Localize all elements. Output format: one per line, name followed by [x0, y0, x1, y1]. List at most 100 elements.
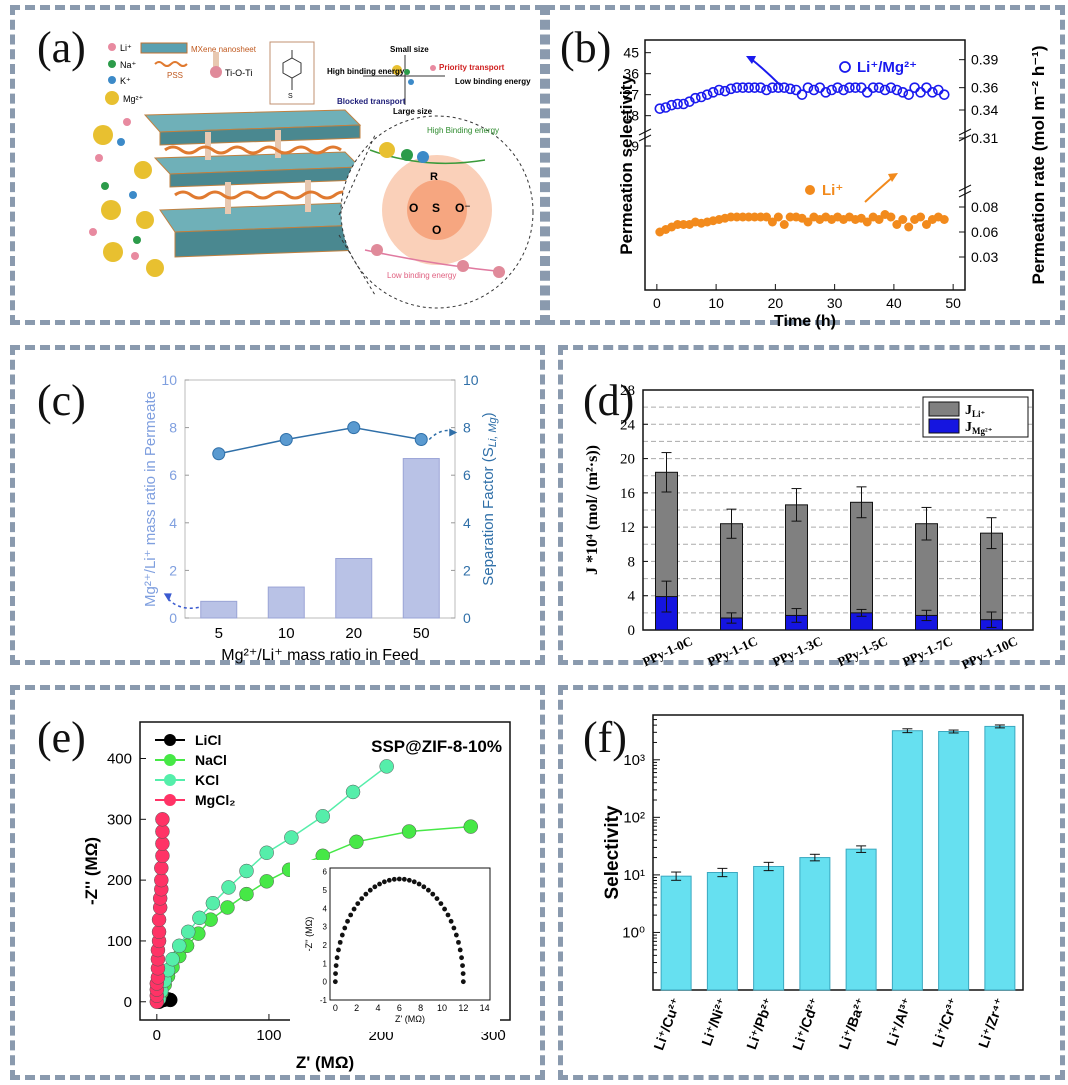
bar	[402, 458, 440, 619]
x-tick-label: 10	[278, 625, 295, 642]
rate-point	[886, 212, 896, 222]
x-tick-label: PPy-1-0C	[640, 633, 695, 669]
y-tick-label: 200	[107, 872, 132, 889]
chart-title: SSP@ZIF-8-10%	[371, 737, 502, 756]
chart-b: 45 36 27 18 9 0.39 0.36 0.34 0.31 0.08 0.06 0.03 0 10…	[617, 39, 1048, 330]
selectivity-point	[790, 84, 802, 96]
quad-blocked: Blocked transport	[337, 97, 406, 106]
selectivity-point	[796, 89, 808, 100]
panel-label-d: (d)	[583, 376, 635, 425]
bar	[891, 730, 923, 991]
bar	[984, 725, 1016, 991]
left-tick-label: 8	[169, 420, 177, 436]
y-tick-label: 24	[620, 417, 636, 433]
inset-point	[348, 912, 354, 918]
right-tick-label: 6	[463, 467, 471, 483]
y-tick-label: 300	[107, 811, 132, 828]
rate-point	[779, 220, 789, 229]
inset-x-tick-label: 4	[375, 1003, 380, 1013]
chart-f: 10⁰ 10¹ 10² 10³ Selectivity Li⁺/Cu²⁺ Li⁺/Ni²⁺ L…	[602, 714, 1024, 1053]
quad-priority: Priority transport	[439, 63, 505, 72]
svg-text:S: S	[432, 201, 440, 215]
series-point	[192, 910, 207, 926]
selectivity-point	[743, 82, 755, 93]
series-point	[151, 912, 167, 927]
x-tick-label: Li⁺/Cd²⁺	[789, 996, 823, 1053]
inset-point	[451, 925, 457, 931]
left-tick-label: 4	[169, 515, 177, 531]
series-point	[154, 860, 169, 876]
selectivity-point	[737, 82, 749, 93]
svg-text:O: O	[409, 201, 418, 215]
benzene-ring-icon	[282, 57, 302, 79]
y-axis-label-right: Permeation rate (mol m⁻² h⁻¹)	[1029, 46, 1048, 285]
left-tick-label: 36	[623, 66, 639, 82]
selectivity-point	[666, 99, 677, 111]
panel-label-a: (a)	[37, 23, 86, 72]
legend-marker	[164, 774, 176, 786]
na-ion-icon	[108, 60, 116, 68]
selectivity-point	[707, 87, 719, 98]
right-tick-label: 0.34	[971, 102, 998, 118]
series-point	[205, 895, 221, 911]
series-point	[155, 824, 170, 839]
inset-y-tick-label: 2	[323, 941, 328, 950]
inset-point	[460, 979, 466, 985]
legend-label: KCl	[195, 772, 219, 788]
rate-point	[921, 220, 931, 229]
selectivity-point	[909, 82, 920, 93]
inset-point	[351, 906, 357, 912]
selectivity-point	[855, 82, 867, 93]
x-tick-label: PPy-1-1C	[705, 633, 760, 669]
series-point	[379, 759, 394, 774]
x-tick-label: Li⁺/Cu²⁺	[650, 996, 684, 1053]
bar	[200, 600, 238, 619]
bar	[335, 558, 373, 619]
selectivity-point	[672, 98, 683, 110]
bar	[845, 848, 877, 991]
inset-point	[391, 876, 397, 882]
series-point	[284, 830, 299, 845]
inset-point	[438, 901, 444, 906]
panel-f: (f) 10⁰ 10¹ 10² 10³ Selectivity Li⁺/Cu²⁺ Li⁺/N…	[558, 685, 1065, 1080]
x-tick-label: 0	[653, 295, 661, 311]
legend-swatch-li	[928, 401, 960, 417]
pss-structure-box	[269, 41, 315, 105]
rate-point	[862, 217, 872, 227]
x-tick-label: 5	[215, 625, 223, 642]
inset-point	[342, 925, 348, 931]
series-point	[349, 834, 364, 850]
selectivity-point	[755, 82, 766, 93]
y-axis-label: Selectivity	[602, 805, 623, 899]
bar	[938, 731, 970, 991]
y-tick-label: 100	[107, 933, 132, 950]
y-tick-label: 10³	[623, 752, 645, 769]
pss-icon	[154, 61, 188, 67]
selectivity-point	[850, 82, 861, 93]
bar	[753, 865, 785, 991]
inset-point	[459, 955, 464, 961]
inset-frame	[329, 867, 491, 1001]
panel-label-e: (e)	[37, 713, 86, 762]
selectivity-point	[719, 85, 731, 97]
inset-x-label: Z' (MΩ)	[395, 1014, 425, 1024]
rate-point	[892, 220, 902, 229]
inset-y-tick-label: 1	[323, 959, 328, 968]
inset-x-tick-label: 2	[354, 1003, 359, 1013]
selectivity-arrow	[749, 57, 781, 86]
selectivity-point	[826, 84, 837, 96]
left-tick-label: 0	[169, 610, 177, 626]
right-tick-label: 0.36	[971, 80, 998, 96]
inset-x-tick-label: 10	[437, 1003, 447, 1013]
rate-point	[767, 217, 777, 227]
left-arrowhead	[163, 593, 172, 602]
inset-y-tick-label: 6	[323, 868, 328, 877]
series-point	[165, 951, 180, 967]
legend-marker	[164, 734, 176, 746]
series-point	[155, 812, 170, 827]
x-tick-label: PPy-1-5C	[835, 633, 890, 669]
x-tick-label: 50	[413, 625, 430, 642]
bar	[706, 872, 738, 991]
inset-point	[411, 879, 417, 885]
